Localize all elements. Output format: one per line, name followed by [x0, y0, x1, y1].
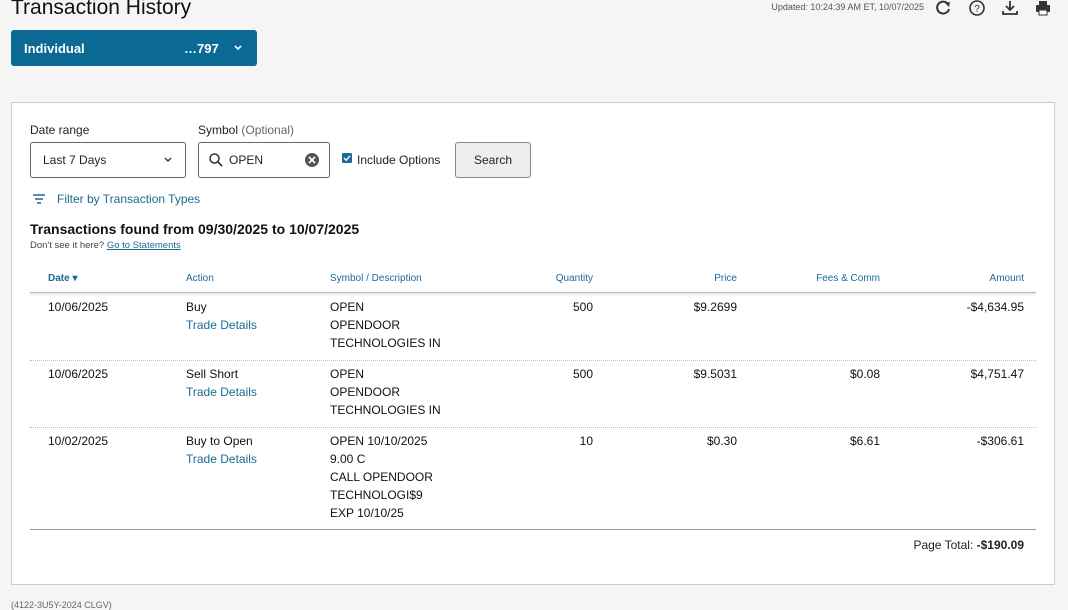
print-icon[interactable]: [1034, 0, 1052, 16]
description-line: TECHNOLOGIES IN: [330, 336, 441, 350]
checkbox[interactable]: [342, 153, 352, 163]
updated-time: Updated: 10:24:39 AM ET, 10/07/2025: [771, 2, 924, 12]
results-prompt: Don't see it here? Go to Statements: [30, 240, 181, 251]
statements-link[interactable]: Go to Statements: [106, 240, 181, 251]
filter-icon: [33, 194, 45, 204]
page-title: Transaction History: [11, 0, 192, 19]
description-line: TECHNOLOGI$9: [330, 488, 423, 502]
dropdown-value: Last 7 Days: [43, 153, 107, 167]
row-divider: [30, 360, 1036, 361]
table-bottom-line: [30, 529, 1036, 530]
amount-cell: $4,751.47: [970, 367, 1024, 381]
column-header[interactable]: Date ▾: [48, 273, 78, 284]
account-selector[interactable]: Individual …797: [11, 30, 257, 66]
quantity-cell: 10: [579, 434, 593, 448]
price-cell: $9.2699: [693, 300, 737, 314]
column-header[interactable]: Amount: [989, 273, 1024, 284]
caret: [164, 157, 172, 162]
results-heading: Transactions found from 09/30/2025 to 10…: [30, 221, 360, 237]
header-divider: [30, 292, 1036, 293]
column-header[interactable]: Symbol / Description: [330, 273, 422, 284]
action-cell: Buy to Open: [186, 434, 253, 448]
total-value: -$190.09: [976, 538, 1024, 552]
date-cell: 10/06/2025: [48, 300, 109, 314]
description-line: 9.00 C: [330, 452, 366, 466]
refresh-icon[interactable]: [935, 0, 953, 16]
help-icon[interactable]: ?: [968, 0, 986, 16]
input-value: OPEN: [229, 153, 264, 167]
date-cell: 10/06/2025: [48, 367, 109, 381]
prompt-text: Don't see it here?: [30, 240, 105, 251]
search-panel: [11, 102, 1055, 585]
account-number: …797: [184, 41, 219, 56]
price-cell: $0.30: [706, 434, 737, 448]
date-range-dropdown[interactable]: Last 7 Days: [30, 142, 186, 178]
label-text: Symbol: [198, 123, 239, 137]
description-line: OPENDOOR: [330, 385, 401, 399]
column-header[interactable]: Price: [714, 273, 737, 284]
description-line: TECHNOLOGIES IN: [330, 403, 441, 417]
symbol-input[interactable]: OPEN: [198, 142, 330, 178]
footnote: (4122-3U5Y-2024 CLGV): [11, 600, 112, 610]
amount-cell: -$4,634.95: [966, 300, 1024, 314]
svg-text:?: ?: [974, 4, 980, 15]
column-header[interactable]: Action: [186, 273, 214, 284]
field-label: Symbol (Optional): [198, 123, 294, 137]
checkbox-label: Include Options: [357, 153, 441, 167]
quantity-cell: 500: [572, 367, 593, 381]
search-button[interactable]: Search: [455, 142, 531, 178]
page-total: Page Total: -$190.09: [913, 538, 1024, 552]
quantity-cell: 500: [572, 300, 593, 314]
description-line: OPENDOOR: [330, 318, 401, 332]
description-line: OPEN: [330, 300, 365, 314]
download-icon[interactable]: [1001, 0, 1019, 16]
date-cell: 10/02/2025: [48, 434, 109, 448]
filter-link[interactable]: Filter by Transaction Types: [57, 192, 201, 206]
label-hint: (Optional): [241, 123, 295, 137]
fees-cell: $6.61: [849, 434, 880, 448]
caret: [234, 45, 242, 51]
action-cell: Buy: [186, 300, 207, 314]
fees-cell: $0.08: [849, 367, 880, 381]
price-cell: $9.5031: [693, 367, 737, 381]
amount-cell: -$306.61: [976, 434, 1024, 448]
action-cell: Sell Short: [186, 367, 239, 381]
description-line: OPEN 10/10/2025: [330, 434, 428, 448]
description-line: CALL OPENDOOR: [330, 470, 433, 484]
sort-indicator: ▾: [69, 273, 78, 284]
trade-details-link[interactable]: Trade Details: [186, 385, 257, 399]
trade-details-link[interactable]: Trade Details: [186, 318, 257, 332]
trade-details-link[interactable]: Trade Details: [186, 452, 257, 466]
row-divider: [30, 427, 1036, 428]
description-line: OPEN: [330, 367, 365, 381]
column-header[interactable]: Quantity: [555, 273, 593, 284]
search-icon: [209, 153, 223, 167]
column-header[interactable]: Fees & Comm: [816, 273, 880, 284]
description-line: EXP 10/10/25: [330, 506, 404, 520]
field-label: Date range: [30, 123, 90, 137]
account-name: Individual: [24, 41, 85, 56]
clear-button[interactable]: [304, 152, 320, 168]
total-label: Page Total:: [913, 538, 974, 552]
